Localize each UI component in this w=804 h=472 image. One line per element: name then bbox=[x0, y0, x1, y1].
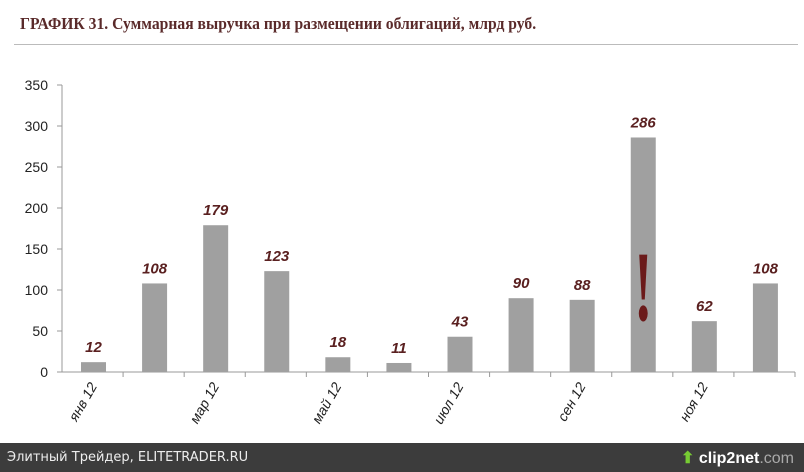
footer-bar: Элитный Трейдер, ELITETRADER.RU ⬆ clip2n… bbox=[0, 443, 804, 472]
chart-title: ГРАФИК 31. Суммарная выручка при размеще… bbox=[20, 14, 537, 33]
bar bbox=[630, 137, 656, 372]
x-tick-label: июл 12 bbox=[430, 379, 467, 426]
x-tick-label: янв 12 bbox=[65, 379, 100, 424]
data-label: 43 bbox=[451, 314, 469, 331]
x-tick-label: май 12 bbox=[308, 379, 344, 426]
bar bbox=[142, 283, 168, 372]
footer-source: Элитный Трейдер, ELITETRADER.RU bbox=[7, 450, 249, 465]
bar bbox=[447, 336, 473, 372]
y-tick-label: 350 bbox=[25, 77, 49, 93]
data-label: 123 bbox=[264, 248, 290, 265]
data-label: 18 bbox=[329, 334, 346, 351]
y-tick-label: 250 bbox=[25, 159, 49, 175]
data-label: 108 bbox=[753, 260, 779, 277]
y-tick-label: 100 bbox=[25, 282, 49, 298]
data-label: 286 bbox=[630, 114, 657, 131]
bar bbox=[203, 225, 229, 372]
y-tick-label: 0 bbox=[40, 364, 48, 380]
bar bbox=[386, 362, 412, 372]
data-label: 88 bbox=[574, 277, 591, 294]
x-tick-label: сен 12 bbox=[554, 379, 589, 424]
y-tick-label: 150 bbox=[25, 241, 49, 257]
title-divider bbox=[14, 44, 798, 45]
data-label: 90 bbox=[513, 275, 530, 292]
exclamation-annotation: ! bbox=[634, 232, 652, 342]
bar bbox=[569, 299, 595, 372]
data-label: 62 bbox=[696, 298, 713, 315]
bar bbox=[81, 362, 106, 372]
bar bbox=[752, 283, 778, 372]
y-tick-label: 300 bbox=[25, 118, 49, 134]
data-label: 12 bbox=[85, 339, 102, 356]
x-tick-label: ноя 12 bbox=[676, 379, 711, 424]
clip2net-logo: ⬆ clip2net.com bbox=[681, 450, 794, 467]
bar bbox=[325, 357, 351, 372]
data-label: 179 bbox=[203, 202, 229, 219]
data-label: 11 bbox=[391, 340, 407, 357]
bar-chart: 0 50 100 150 200 250 300 350 12 108 179 123 18 11 43 90… bbox=[25, 77, 796, 427]
bar bbox=[264, 271, 290, 372]
x-tick-label: мар 12 bbox=[186, 379, 222, 426]
bar bbox=[691, 321, 717, 372]
y-tick-label: 200 bbox=[25, 200, 49, 216]
bar bbox=[508, 298, 534, 372]
data-label: 108 bbox=[142, 260, 168, 277]
y-tick-label: 50 bbox=[32, 323, 48, 339]
